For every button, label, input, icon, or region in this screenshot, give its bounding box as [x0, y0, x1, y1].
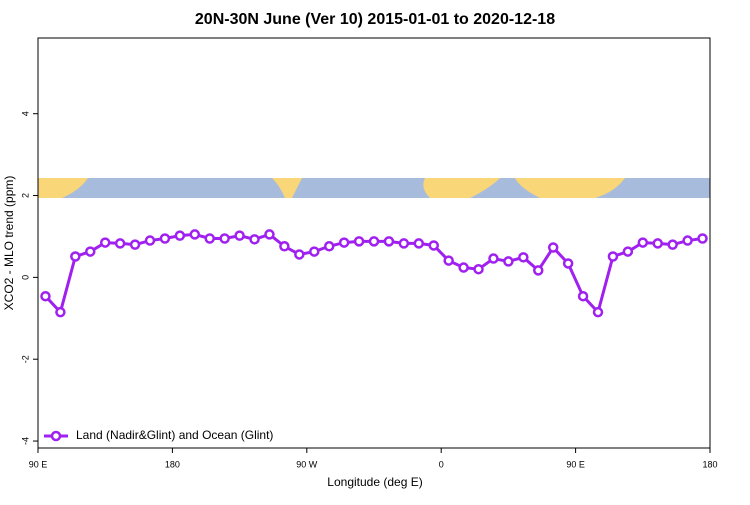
point: [547, 242, 559, 253]
point: [234, 230, 245, 241]
point: [592, 306, 604, 318]
point: [99, 237, 111, 248]
legend-label: Land (Nadir&Glint) and Ocean (Glint): [76, 428, 273, 442]
point: [40, 290, 51, 302]
point: [219, 233, 230, 244]
map-strip: [38, 178, 710, 198]
point: [129, 239, 141, 250]
point: [338, 237, 350, 248]
point: [159, 233, 171, 244]
point: [368, 236, 380, 247]
point: [85, 246, 96, 257]
x-tick-label: 0: [439, 459, 444, 469]
point: [562, 258, 574, 269]
point: [428, 240, 439, 251]
point: [353, 236, 365, 247]
point: [458, 262, 469, 273]
plot-frame: [37, 37, 711, 449]
point: [144, 235, 156, 246]
x-tick-label: 180: [165, 459, 180, 469]
point: [383, 236, 395, 247]
y-tick-label: 4: [20, 111, 30, 116]
point: [279, 241, 290, 252]
y-tick-label: -4: [20, 437, 30, 445]
x-tick-label: 90 E: [566, 459, 585, 469]
point: [488, 253, 499, 264]
point: [398, 238, 410, 249]
x-axis-label: Longitude (deg E): [327, 475, 422, 489]
x-tick-label: 90 W: [296, 459, 318, 469]
point: [622, 246, 634, 257]
point: [174, 230, 186, 241]
y-axis-label: XCO2 - MLO trend (ppm): [2, 176, 16, 311]
point: [697, 233, 708, 244]
point: [607, 251, 619, 262]
point: [443, 255, 454, 266]
point: [70, 251, 81, 262]
point: [637, 237, 649, 248]
point: [473, 263, 484, 275]
point: [518, 252, 529, 263]
chart-title: 20N-30N June (Ver 10) 2015-01-01 to 2020…: [195, 11, 555, 28]
point: [503, 256, 514, 267]
legend-marker: [50, 430, 62, 442]
point: [189, 229, 201, 240]
x-tick-label: 90 E: [29, 459, 48, 469]
point: [204, 233, 215, 244]
point: [309, 246, 320, 257]
point: [249, 234, 260, 245]
y-tick-label: 0: [20, 275, 30, 280]
point: [55, 306, 66, 318]
legend: Land (Nadir&Glint) and Ocean (Glint): [44, 428, 273, 442]
point: [667, 239, 678, 250]
point: [114, 238, 126, 249]
point: [413, 238, 425, 249]
point: [533, 265, 544, 276]
point: [264, 229, 275, 240]
x-tick-label: 180: [702, 459, 717, 469]
point: [323, 241, 335, 252]
point: [577, 290, 589, 302]
point: [294, 249, 305, 260]
point: [652, 238, 663, 249]
y-tick-label: 2: [20, 193, 30, 198]
y-tick-label: -2: [20, 355, 30, 363]
point: [682, 235, 693, 246]
